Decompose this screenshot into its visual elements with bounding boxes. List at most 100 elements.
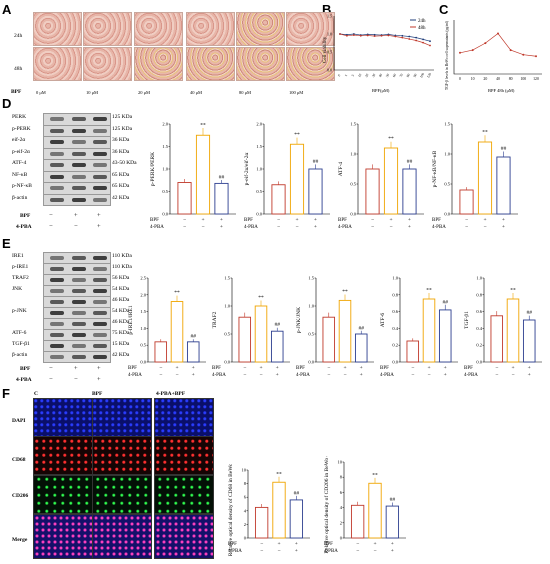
bar-chart-ytick: 0.5 <box>444 182 450 187</box>
significance-mark: ## <box>313 159 319 165</box>
bar-1 <box>506 298 520 363</box>
d-pba-label: 4-PBA <box>16 224 32 230</box>
bpf-label: BPF <box>11 89 22 95</box>
significance-mark: ** <box>200 122 206 128</box>
micrograph-48h-4 <box>236 47 285 81</box>
bar-chart-ytick: 2.5 <box>140 276 146 281</box>
f-row-cd206: CD206 <box>12 493 29 499</box>
bar-2 <box>522 319 536 363</box>
bar-pba-sign: − <box>259 372 262 378</box>
bar-pba-sign: − <box>343 372 346 378</box>
bar-1 <box>338 299 352 363</box>
chart-b-xtick: 80 <box>406 73 411 78</box>
legend-24h: 24h <box>418 19 426 24</box>
bar-pba-label: 4-PBA <box>380 373 394 378</box>
micrograph-24h-0 <box>33 12 82 46</box>
chart-c-xtick: 40 <box>496 77 500 81</box>
bar-chart-ytick: 1.5 <box>140 309 146 314</box>
chart-b-xtick: 10 <box>357 73 362 78</box>
bar-chart-ytick: 4 <box>340 505 343 510</box>
bar-2 <box>186 341 200 363</box>
blot-kda: 65 KDa <box>112 171 130 178</box>
bar-chart-ytick: 0.0 <box>476 360 482 365</box>
significance-mark: ## <box>219 174 225 180</box>
bar-bpf-sign: − <box>159 365 162 371</box>
bar-pba-sign: − <box>175 372 178 378</box>
bar-2 <box>289 499 304 539</box>
row-label-24h: 24h <box>14 33 23 39</box>
bar-bpf-sign: + <box>276 365 279 371</box>
micrograph-24h-3 <box>186 12 235 46</box>
d-bar-chart-1: p-eif-2α/eif-2α0.00.51.01.52.0−−**+−##++… <box>243 122 330 230</box>
bar-pba-sign: − <box>183 224 186 230</box>
bar-chart-ytick: 2.0 <box>162 122 168 127</box>
bar-chart-ytick: 0.8 <box>392 292 398 297</box>
bar-pba-label: 4-PBA <box>244 225 258 230</box>
panel-label-f: F <box>2 386 10 401</box>
micrograph-48h-3 <box>186 47 235 81</box>
blot-band <box>72 151 86 156</box>
bar-pba-sign: + <box>408 224 411 230</box>
bar-pba-sign: + <box>295 548 298 554</box>
chart-b-xlabel: BPF(μM) <box>372 88 390 93</box>
bar-chart-ytick: 1.5 <box>308 276 314 281</box>
bar-bpf-sign: + <box>277 541 280 547</box>
chart-b-xtick: 70 <box>399 73 404 78</box>
blot-band <box>50 278 64 282</box>
bar-chart-ytick: 0.0 <box>350 212 356 217</box>
bar-bpf-label: BPF <box>432 218 441 223</box>
bar-chart-ytick: 1.5 <box>444 122 450 127</box>
significance-mark: ## <box>501 146 507 152</box>
blot-kda: 42 KDa <box>112 352 130 358</box>
blot-band <box>50 289 64 293</box>
chart-b-xtick: 90 <box>413 73 418 78</box>
significance-mark: ## <box>390 497 396 503</box>
bar-bpf-sign: + <box>295 541 298 547</box>
bar-0 <box>350 504 365 539</box>
blot-band <box>93 140 107 145</box>
bar-chart-ytick: 0.5 <box>140 343 146 348</box>
blot-kda: 15 KDa <box>112 341 130 347</box>
fluorescence-tile-dapi-1 <box>92 398 152 437</box>
bar-chart-ytick: 0.5 <box>256 189 262 194</box>
bar-chart-ytick: 1.5 <box>224 276 230 281</box>
bar-bpf-sign: + <box>373 541 376 547</box>
significance-mark: ** <box>276 471 282 477</box>
e-bpf-sign-3: + <box>97 365 101 372</box>
fluorescence-tile-cd68-1 <box>92 436 152 475</box>
bar-bpf-sign: − <box>371 217 374 223</box>
bar-bpf-sign: − <box>495 365 498 371</box>
e-bpf-label: BPF <box>20 366 31 372</box>
blot-band <box>93 163 107 168</box>
blot-band <box>93 355 107 359</box>
blot-band <box>50 128 64 133</box>
blot-band <box>72 333 86 337</box>
blot-kda: 125 KDa <box>112 114 133 120</box>
bar-pba-label: 4-PBA <box>212 373 226 378</box>
blot-band <box>93 344 107 348</box>
fluorescence-tile-cd68-2 <box>154 436 214 475</box>
panel-label-d: D <box>2 96 12 111</box>
conc-0: 0 μM <box>36 90 46 95</box>
d-bpf-sign-3: + <box>97 212 101 219</box>
bar-bpf-sign: + <box>360 365 363 371</box>
bar-pba-sign: − <box>277 224 280 230</box>
bar-chart-ytick: 2.0 <box>256 122 262 127</box>
blot-label: JNK <box>12 286 23 292</box>
bar-chart-ytick: 0.6 <box>476 309 482 314</box>
blot-band <box>50 322 64 326</box>
bar-0 <box>322 316 336 363</box>
blot-band <box>72 289 86 293</box>
bar-1 <box>289 143 305 215</box>
bar-pba-sign: − <box>465 224 468 230</box>
blot-kda: 46 KDa <box>112 319 130 325</box>
bar-pba-sign: − <box>159 372 162 378</box>
bar-1 <box>477 141 493 215</box>
e-pba-sign-1: − <box>49 376 53 383</box>
blot-band <box>50 140 64 145</box>
blot-band <box>72 256 86 260</box>
chart-b-xtick: 30 <box>371 73 376 78</box>
bar-bpf-sign: + <box>427 365 430 371</box>
